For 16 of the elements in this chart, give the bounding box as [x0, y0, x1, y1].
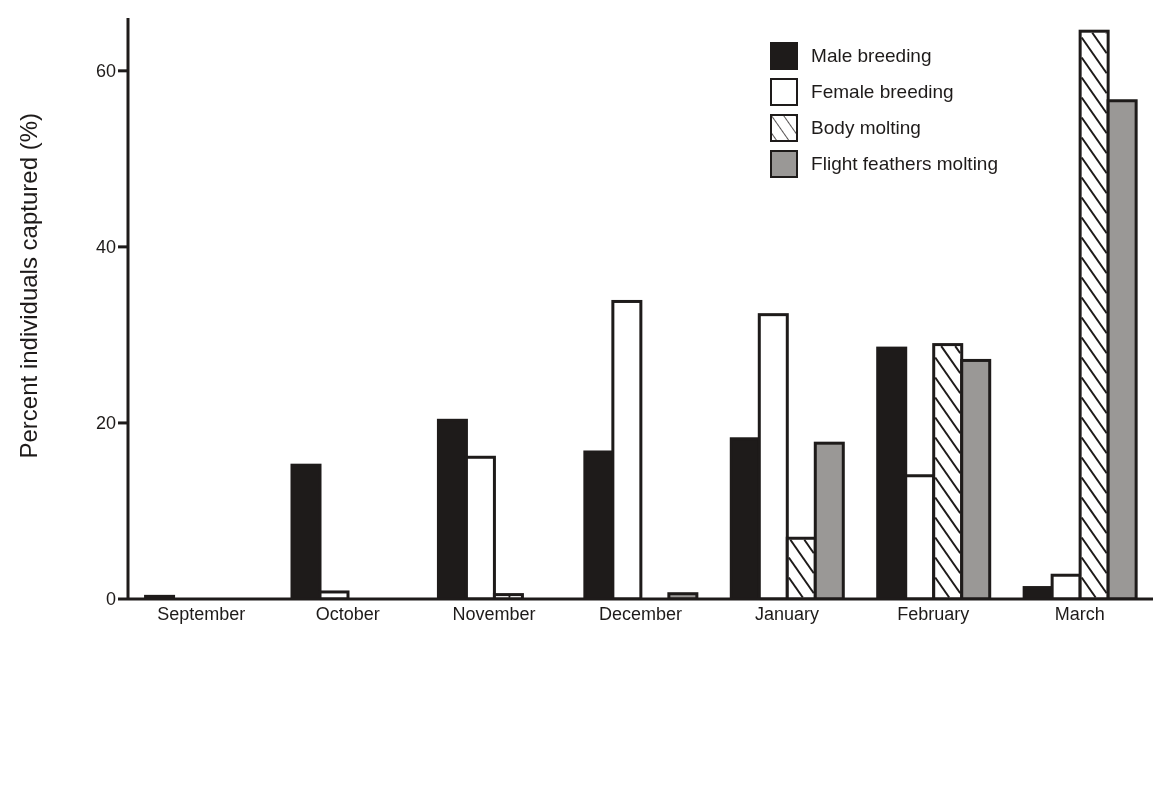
y-tick-label: 20 — [95, 413, 116, 434]
x-tick-label: March — [1054, 603, 1105, 624]
x-tick-label: January — [754, 603, 819, 624]
y-tick-label: 60 — [95, 61, 116, 82]
legend-label: Female breeding — [811, 81, 954, 103]
x-tick-label: December — [598, 603, 683, 624]
x-tick-label: September — [157, 603, 246, 624]
legend-label: Male breeding — [811, 45, 932, 67]
x-tick-label: February — [897, 603, 970, 624]
legend-label: Flight feathers molting — [811, 153, 998, 175]
y-tick-label: 40 — [95, 237, 116, 258]
legend-label: Body molting — [811, 117, 921, 139]
y-tick-label: 0 — [105, 589, 116, 610]
y-axis-title: Percent individuals captured (%) — [14, 112, 42, 459]
x-tick-label: November — [452, 603, 536, 624]
x-tick-label: October — [315, 603, 380, 624]
